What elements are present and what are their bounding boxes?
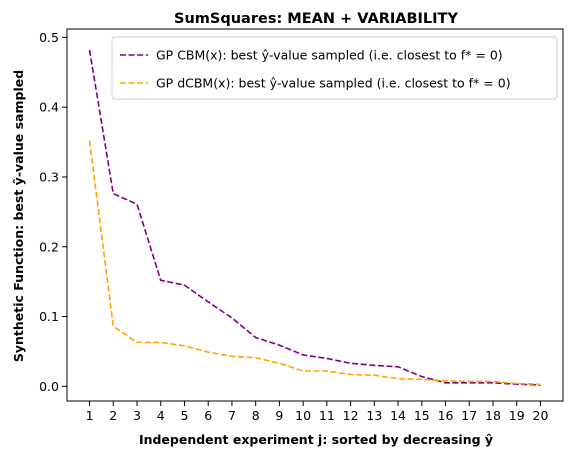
- x-axis: 1 2 3 4 5 6 7 8 9 10 11 12 13 14 15 16 17 18 19 20: [86, 401, 549, 423]
- x-tick-label: 16: [438, 408, 454, 423]
- x-tick-label: 8: [252, 408, 260, 423]
- x-tick-label: 18: [485, 408, 501, 423]
- plot-frame: [66, 28, 564, 402]
- x-tick-label: 9: [275, 408, 283, 423]
- x-tick-label: 10: [295, 408, 311, 423]
- legend-entry-label: GP dCBM(x): best ŷ-value sampled (i.e. c…: [156, 76, 511, 91]
- y-axis-label: Synthetic Function: best ŷ-value sampled: [11, 70, 26, 362]
- x-tick-label: 13: [366, 408, 382, 423]
- y-tick-label: 0.5: [39, 30, 59, 45]
- x-tick-label: 3: [133, 408, 141, 423]
- legend: GP CBM(x): best ŷ-value sampled (i.e. cl…: [111, 36, 558, 100]
- legend-box: [111, 36, 558, 100]
- legend-entry-label: GP CBM(x): best ŷ-value sampled (i.e. cl…: [156, 48, 503, 63]
- x-tick-label: 5: [180, 408, 188, 423]
- y-tick-label: 0.3: [39, 169, 59, 184]
- y-tick-label: 0.4: [39, 100, 59, 115]
- y-tick-label: 0.0: [39, 379, 59, 394]
- series-line-cbm: [88, 49, 541, 386]
- series-line-dcbm: [88, 140, 541, 386]
- y-axis: 0.0 0.1 0.2 0.3 0.4 0.5: [39, 30, 67, 394]
- x-axis-label: Independent experiment j: sorted by decr…: [139, 432, 493, 447]
- x-tick-label: 2: [109, 408, 117, 423]
- x-tick-label: 20: [533, 408, 549, 423]
- x-tick-label: 4: [157, 408, 165, 423]
- x-tick-label: 11: [319, 408, 335, 423]
- x-axis-label-part: Independent experiment j: sorted by decr…: [139, 432, 493, 447]
- y-tick-label: 0.2: [39, 239, 59, 254]
- x-tick-label: 6: [204, 408, 212, 423]
- x-tick-label: 12: [343, 408, 359, 423]
- y-tick-label: 0.1: [39, 309, 59, 324]
- x-tick-label: 19: [509, 408, 525, 423]
- plot-area: [88, 49, 541, 386]
- x-tick-label: 15: [414, 408, 430, 423]
- x-tick-label: 14: [390, 408, 406, 423]
- x-tick-label: 17: [461, 408, 477, 423]
- x-tick-label: 1: [86, 408, 94, 423]
- chart-title: SumSquares: MEAN + VARIABILITY: [174, 11, 458, 27]
- x-tick-label: 7: [228, 408, 236, 423]
